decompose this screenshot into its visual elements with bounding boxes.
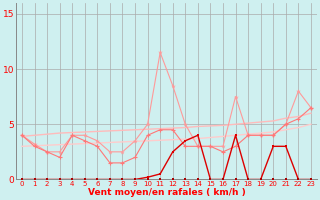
X-axis label: Vent moyen/en rafales ( km/h ): Vent moyen/en rafales ( km/h ) [88, 188, 245, 197]
